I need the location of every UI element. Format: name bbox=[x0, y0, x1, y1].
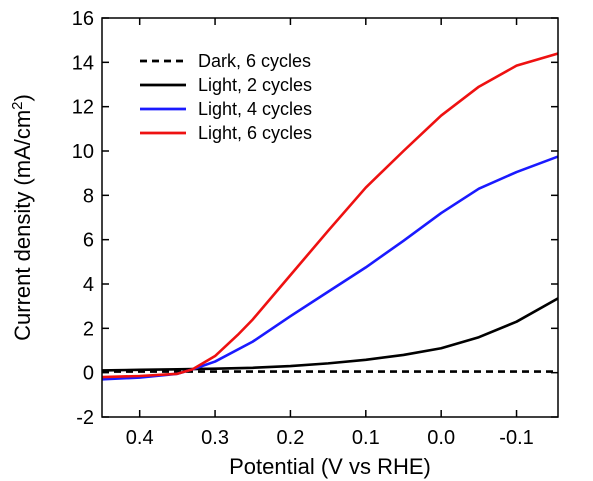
x-axis-label: Potential (V vs RHE) bbox=[229, 454, 431, 479]
x-tick-label: -0.1 bbox=[499, 427, 533, 449]
x-tick-label: 0.0 bbox=[427, 427, 455, 449]
ticks-layer: 0.4 0.3 0.2 0.1 0.0 -0.1 -2 0 2 4 6 8 10 12 14 16 bbox=[72, 8, 558, 449]
legend-label: Light, 6 cycles bbox=[198, 123, 312, 143]
legend-label: Light, 4 cycles bbox=[198, 99, 312, 119]
y-tick-label: 2 bbox=[83, 318, 94, 340]
x-tick-label: 0.3 bbox=[201, 427, 229, 449]
y-tick-label: 6 bbox=[83, 230, 94, 252]
legend-label: Dark, 6 cycles bbox=[198, 51, 311, 71]
series-line-2 bbox=[102, 297, 558, 372]
y-tick-label: 14 bbox=[72, 52, 94, 74]
y-axis-label-main: Current density (mA/cm bbox=[10, 110, 35, 341]
y-axis-label: Current density (mA/cm2) bbox=[9, 94, 36, 341]
y-tick-label: 10 bbox=[72, 141, 94, 163]
x-tick-label: 0.2 bbox=[277, 427, 305, 449]
series-line-4 bbox=[102, 52, 558, 379]
y-tick-label: 12 bbox=[72, 97, 94, 119]
y-tick-label: 0 bbox=[83, 363, 94, 385]
y-tick-label: -2 bbox=[76, 407, 94, 429]
y-axis-label-suffix: ) bbox=[10, 94, 35, 101]
plot-frame bbox=[101, 17, 559, 418]
series-line-3 bbox=[102, 155, 558, 381]
y-tick-label: 16 bbox=[72, 8, 94, 30]
legend: Dark, 6 cycles Light, 2 cycles Light, 4 cy… bbox=[140, 51, 312, 143]
x-tick-label: 0.4 bbox=[126, 427, 154, 449]
y-axis-label-superscript: 2 bbox=[9, 101, 26, 109]
legend-label: Light, 2 cycles bbox=[198, 75, 312, 95]
y-tick-label: 4 bbox=[83, 274, 94, 296]
series-layer bbox=[102, 52, 558, 381]
y-tick-label: 8 bbox=[83, 185, 94, 207]
x-tick-label: 0.1 bbox=[352, 427, 380, 449]
